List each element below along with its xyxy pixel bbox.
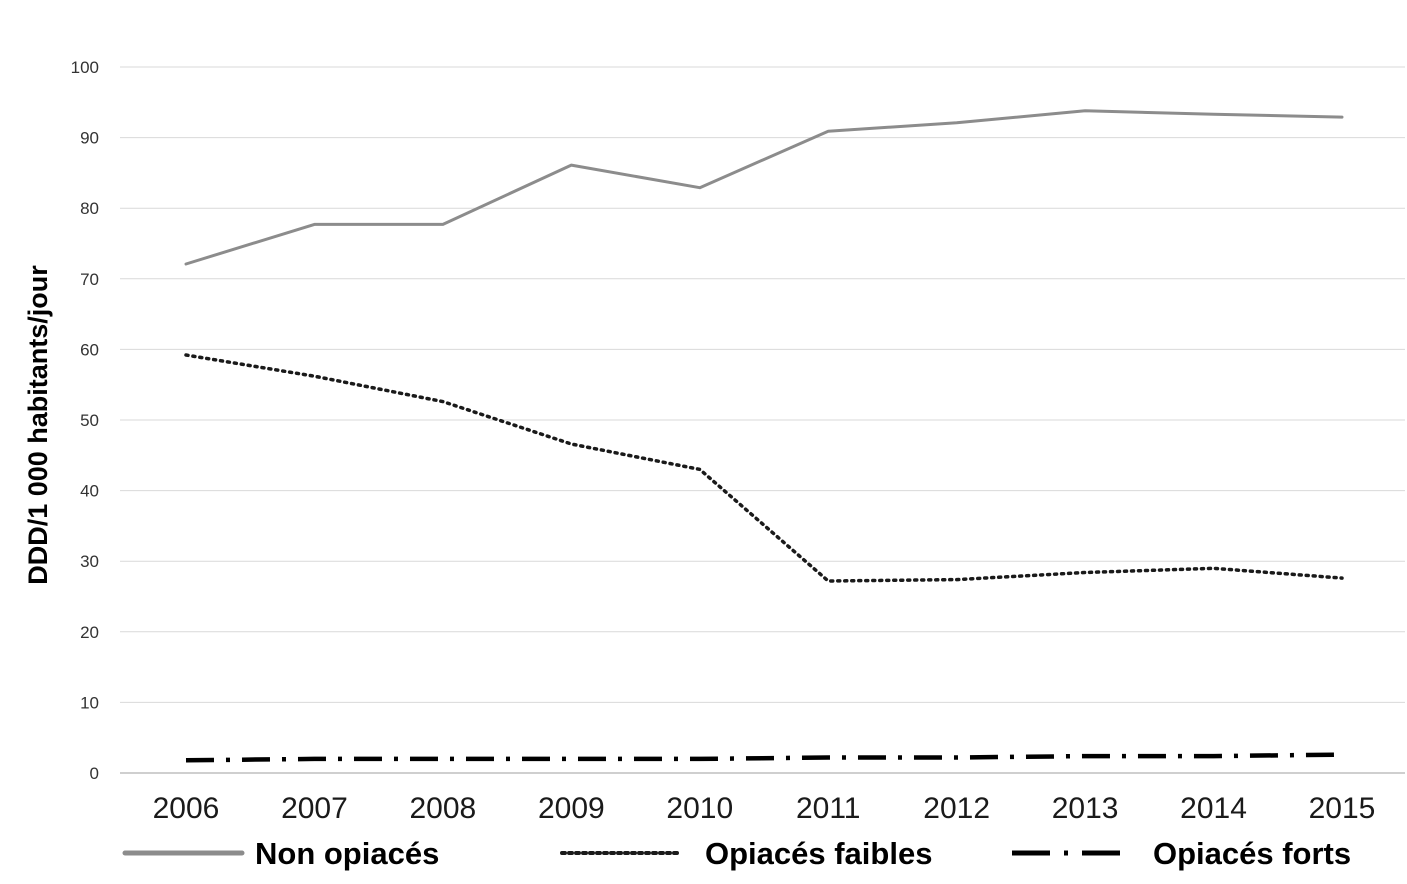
y-tick-label: 80	[80, 199, 99, 218]
y-axis-ticks: 0 10 20 30 40 50 60 70 80 90 100	[71, 58, 99, 783]
x-tick-label: 2006	[153, 792, 220, 825]
y-tick-label: 10	[80, 693, 99, 712]
y-tick-label: 20	[80, 623, 99, 642]
x-tick-label: 2009	[538, 792, 605, 825]
legend-label-2: Opiacés faibles	[705, 836, 932, 871]
y-tick-label: 60	[80, 340, 99, 359]
y-tick-label: 70	[80, 270, 99, 289]
y-axis-label: DDD/1 000 habitants/jour	[23, 265, 53, 585]
x-tick-label: 2007	[281, 792, 348, 825]
legend-label-3: Opiacés forts	[1153, 836, 1351, 871]
y-tick-label: 100	[71, 58, 99, 77]
x-tick-label: 2013	[1052, 792, 1119, 825]
legend-label-1: Non opiacés	[255, 836, 439, 871]
x-tick-label: 2015	[1309, 792, 1376, 825]
series-line-3	[185, 752, 1343, 763]
x-tick-label: 2008	[410, 792, 477, 825]
x-axis-ticks: 2006 2007 2008 2009 2010 2011 2012 2013 2014 2015	[153, 792, 1376, 825]
y-tick-label: 0	[90, 764, 99, 783]
legend: Non opiacés Opiacés faibles Opiacés forts	[122, 836, 1351, 871]
x-tick-label: 2010	[666, 792, 733, 825]
series-line-1	[184, 109, 1344, 266]
series-lines	[184, 109, 1344, 763]
y-tick-label: 40	[80, 482, 99, 501]
y-tick-label: 50	[80, 411, 99, 430]
y-tick-label: 30	[80, 552, 99, 571]
x-tick-label: 2011	[796, 792, 861, 825]
x-tick-label: 2014	[1180, 792, 1247, 825]
x-tick-label: 2012	[923, 792, 990, 825]
gridlines	[120, 66, 1405, 703]
y-tick-label: 90	[80, 129, 99, 148]
series-line-2	[184, 353, 1344, 583]
